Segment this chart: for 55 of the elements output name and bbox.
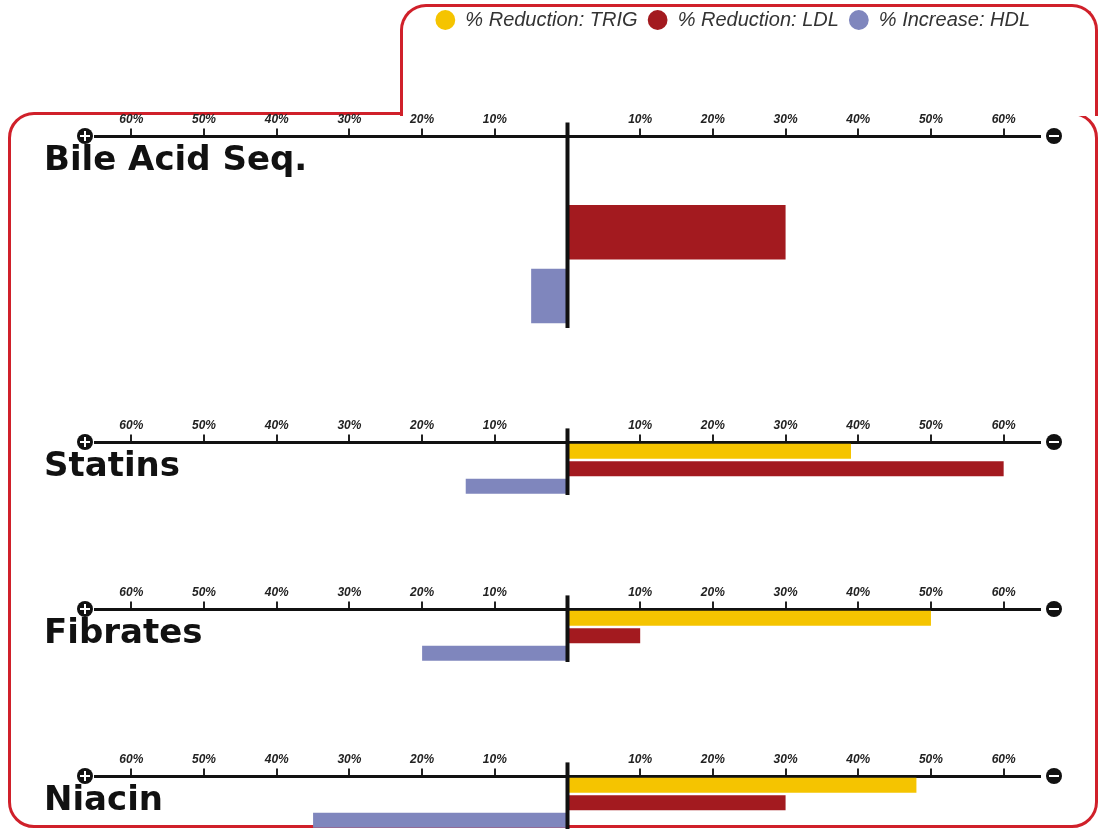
x-tick-label: 50% — [192, 417, 217, 432]
x-tick-label: 60% — [119, 417, 144, 432]
x-tick-label: 40% — [263, 417, 290, 432]
x-tick-label: 50% — [918, 584, 944, 599]
x-tick-label: 10% — [628, 584, 653, 599]
x-tick-label: 60% — [119, 751, 144, 766]
x-tick-label: 20% — [699, 751, 726, 766]
x-tick-label: 10% — [482, 751, 508, 766]
x-tick-label: 30% — [337, 751, 362, 766]
x-tick-label: 50% — [918, 751, 944, 766]
x-tick-label: 40% — [845, 417, 871, 432]
x-tick-label: 50% — [192, 111, 217, 126]
x-tick-label: 10% — [482, 584, 508, 599]
x-tick-label: 30% — [773, 417, 798, 432]
x-tick-label: 40% — [845, 584, 871, 599]
x-tick-label: 10% — [482, 417, 508, 432]
x-tick-label: 60% — [991, 111, 1016, 126]
text: Statins — [44, 444, 181, 485]
x-tick-label: 40% — [263, 751, 290, 766]
text: Fibrates — [44, 611, 203, 652]
x-tick-label: 30% — [773, 584, 798, 599]
x-tick-label: 50% — [192, 584, 217, 599]
x-tick-label: 20% — [699, 111, 726, 126]
x-tick-label: 20% — [699, 584, 726, 599]
x-tick-label: 30% — [773, 751, 798, 766]
x-tick-label: 20% — [409, 751, 435, 766]
x-tick-label: 50% — [918, 417, 944, 432]
x-tick-label: 20% — [409, 111, 435, 126]
x-tick-label: 10% — [628, 751, 653, 766]
x-tick-label: 30% — [337, 111, 362, 126]
x-tick-label: 40% — [845, 751, 871, 766]
x-tick-label: 40% — [845, 111, 871, 126]
x-tick-label: 50% — [918, 111, 944, 126]
legend-label: % Reduction: LDL — [677, 7, 839, 30]
x-tick-label: 30% — [337, 584, 362, 599]
x-tick-label: 20% — [699, 417, 726, 432]
x-tick-label: 60% — [991, 584, 1016, 599]
x-tick-label: 60% — [991, 751, 1016, 766]
x-tick-label: 20% — [409, 584, 435, 599]
x-tick-label: 40% — [263, 584, 290, 599]
legend-label: % Increase: HDL — [878, 7, 1030, 30]
text: Niacin — [44, 778, 164, 819]
x-tick-label: 40% — [263, 111, 290, 126]
x-tick-label: 50% — [192, 751, 217, 766]
x-tick-label: 60% — [119, 584, 144, 599]
text: Bile Acid Seq. — [44, 138, 308, 179]
x-tick-label: 30% — [337, 417, 362, 432]
x-tick-label: 10% — [628, 111, 653, 126]
x-tick-label: 60% — [119, 111, 144, 126]
x-tick-label: 10% — [628, 417, 653, 432]
x-tick-label: 20% — [409, 417, 435, 432]
legend-label: % Reduction: TRIG — [465, 7, 638, 30]
x-tick-label: 10% — [482, 111, 508, 126]
x-tick-label: 60% — [991, 417, 1016, 432]
x-tick-label: 30% — [773, 111, 798, 126]
